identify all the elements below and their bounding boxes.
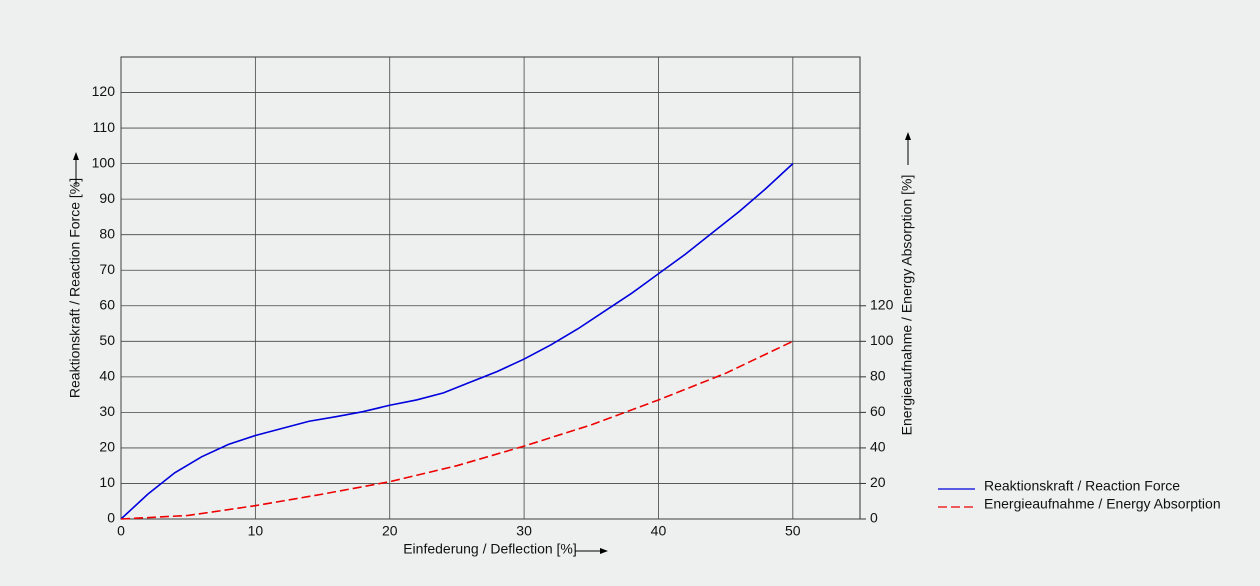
y-tick-label: 10 — [99, 474, 115, 490]
y-tick-label: 0 — [107, 510, 115, 526]
y-tick-label: 70 — [99, 261, 115, 277]
y2-tick-label: 0 — [870, 510, 878, 526]
y2-tick-label: 40 — [870, 439, 886, 455]
y2-tick-label: 120 — [870, 296, 894, 312]
y2-tick-label: 100 — [870, 332, 894, 348]
line — [120, 163, 794, 520]
y2-tick-label: 60 — [870, 403, 886, 419]
x-arrow-head — [600, 548, 608, 554]
x-tick-label: 30 — [516, 523, 532, 539]
y2-tick-label: 20 — [870, 474, 886, 490]
y-tick-label: 60 — [99, 296, 115, 312]
x-tick-label: 0 — [117, 523, 125, 539]
x-tick-label: 20 — [382, 523, 398, 539]
x-axis-label: Einfederung / Deflection [%] — [403, 541, 577, 557]
y-arrow-head — [73, 152, 79, 160]
x-tick-label: 50 — [785, 523, 801, 539]
y-tick-label: 20 — [99, 439, 115, 455]
legend-label: Energieaufnahme / Energy Absorption — [984, 496, 1221, 512]
y2-arrow-head — [905, 132, 911, 140]
legend-label: Reaktionskraft / Reaction Force — [984, 478, 1180, 494]
y-tick-label: 110 — [93, 119, 116, 135]
plot-area — [120, 56, 861, 520]
y-tick-label: 100 — [92, 154, 116, 170]
y-tick-label: 40 — [99, 368, 115, 384]
x-tick-label: 40 — [651, 523, 667, 539]
y2-tick-label: 80 — [870, 368, 886, 384]
y-tick-label: 80 — [99, 225, 115, 241]
y-tick-label: 90 — [99, 190, 115, 206]
y-axis-label: Reaktionskraft / Reaction Force [%] — [67, 178, 83, 398]
line — [120, 340, 794, 520]
y-tick-label: 30 — [99, 403, 115, 419]
y-tick-label: 50 — [99, 332, 115, 348]
y-tick-label: 120 — [92, 83, 116, 99]
y2-axis-label: Energieaufnahme / Energy Absorption [%] — [899, 175, 915, 436]
x-tick-label: 10 — [248, 523, 264, 539]
